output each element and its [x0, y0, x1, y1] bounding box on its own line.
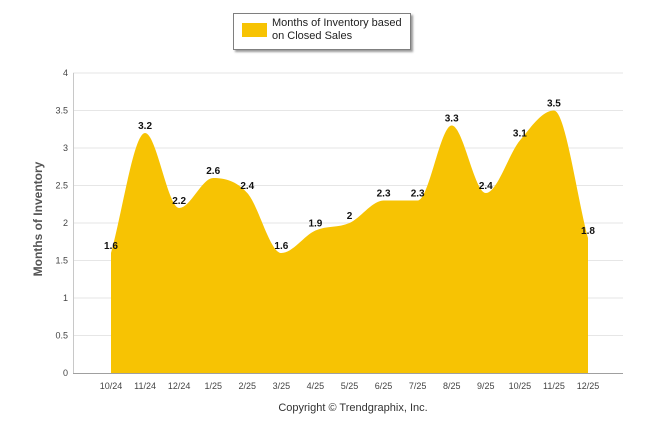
y-tick-label: 0: [63, 368, 68, 378]
x-tick-label: 6/25: [375, 381, 393, 391]
data-label: 1.6: [274, 241, 288, 252]
x-tick-label: 3/25: [273, 381, 291, 391]
legend-label: Months of Inventory based on Closed Sale…: [272, 17, 410, 43]
data-label: 2.3: [377, 189, 391, 200]
data-label: 2: [347, 211, 353, 222]
x-tick-label: 4/25: [307, 381, 325, 391]
x-tick-label: 1/25: [204, 381, 222, 391]
data-label: 1.8: [581, 226, 595, 237]
y-tick-labels: 0 0.5 1 1.5 2 2.5 3 3.5 4: [55, 68, 68, 378]
area-series: [111, 110, 588, 373]
data-label: 3.1: [513, 129, 527, 140]
data-label: 1.9: [308, 219, 322, 230]
legend-swatch: [242, 23, 267, 37]
data-label: 1.6: [104, 241, 118, 252]
data-label: 2.6: [206, 166, 220, 177]
x-tick-label: 12/25: [577, 381, 600, 391]
x-tick-label: 9/25: [477, 381, 495, 391]
data-label: 2.4: [240, 181, 254, 192]
y-tick-label: 1: [63, 293, 68, 303]
x-tick-label: 2/25: [239, 381, 257, 391]
data-label: 2.2: [172, 196, 186, 207]
data-labels: 1.6 3.2 2.2 2.6 2.4 1.6 1.9 2 2.3 2.3 3.3 2.4 3.1 3.5…: [104, 99, 595, 253]
area-fill: [111, 110, 588, 373]
y-axis-label: Months of Inventory: [31, 161, 45, 277]
data-label: 3.3: [445, 114, 459, 125]
x-tick-label: 11/24: [134, 381, 156, 391]
x-tick-label: 12/24: [168, 381, 191, 391]
x-tick-labels: 10/24 11/24 12/24 1/25 2/25 3/25 4/25 5/25 6/25 7…: [100, 381, 600, 391]
x-tick-label: 5/25: [341, 381, 359, 391]
x-tick-label: 10/24: [100, 381, 123, 391]
legend-label-line-1: Months of Inventory based: [272, 17, 402, 29]
legend-label-line-2: on Closed Sales: [272, 30, 353, 42]
axes: [73, 73, 623, 374]
legend[interactable]: Months of Inventory based on Closed Sale…: [233, 13, 411, 50]
y-tick-label: 4: [63, 68, 68, 78]
x-tick-label: 8/25: [443, 381, 461, 391]
y-tick-label: 1.5: [55, 256, 68, 266]
x-tick-label: 10/25: [509, 381, 532, 391]
y-tick-label: 2.5: [55, 181, 68, 191]
data-label: 3.2: [138, 121, 152, 132]
y-tick-label: 3: [63, 143, 68, 153]
x-tick-label: 7/25: [409, 381, 427, 391]
x-tick-label: 11/25: [543, 381, 565, 391]
y-tick-label: 2: [63, 218, 68, 228]
y-tick-label: 0.5: [55, 331, 68, 341]
data-label: 3.5: [547, 99, 561, 110]
copyright-text: Copyright © Trendgraphix, Inc.: [278, 402, 428, 414]
y-tick-label: 3.5: [55, 106, 68, 116]
data-label: 2.4: [479, 181, 493, 192]
data-label: 2.3: [411, 189, 425, 200]
